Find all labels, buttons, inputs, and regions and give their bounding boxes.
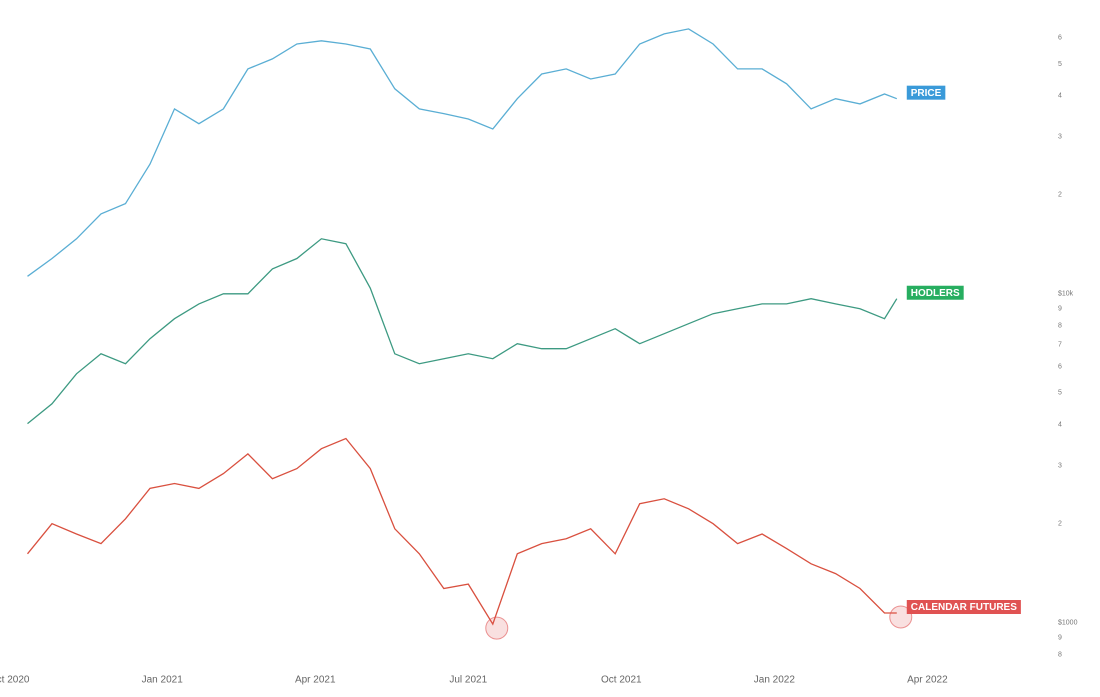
y-tick-label: 6 bbox=[1058, 364, 1062, 371]
x-tick-label: Jan 2021 bbox=[142, 675, 184, 686]
y-tick-label: 3 bbox=[1058, 134, 1062, 141]
series-line bbox=[26, 437, 897, 626]
y-tick-label: 4 bbox=[1058, 422, 1062, 429]
x-tick-label: Apr 2022 bbox=[907, 675, 948, 686]
y-tick-label: 2 bbox=[1058, 192, 1062, 199]
legend-label: CALENDAR FUTURES bbox=[911, 602, 1017, 613]
y-tick-label: 8 bbox=[1058, 651, 1062, 658]
y-tick-label: 8 bbox=[1058, 323, 1062, 330]
legend-box bbox=[906, 600, 1021, 615]
y-tick-label: 3 bbox=[1058, 463, 1062, 470]
y-tick-label: 7 bbox=[1058, 342, 1062, 349]
series-line bbox=[27, 28, 898, 277]
y-tick-label: $1000 bbox=[1058, 620, 1078, 627]
x-tick-label: Jan 2022 bbox=[754, 675, 796, 686]
y-tick-label: 5 bbox=[1058, 61, 1062, 68]
legend-box bbox=[906, 285, 964, 300]
y-tick-label: 9 bbox=[1058, 635, 1062, 642]
y-tick-label: 2 bbox=[1058, 521, 1062, 528]
legend-label: PRICE bbox=[911, 88, 942, 99]
x-tick-label: Jul 2021 bbox=[449, 675, 487, 686]
x-tick-label: Apr 2021 bbox=[295, 675, 336, 686]
y-tick-label: $10k bbox=[1058, 291, 1074, 298]
highlight-circle bbox=[889, 605, 913, 629]
legend-label: HODLERS bbox=[911, 288, 960, 299]
x-tick-label: Oct 2020 bbox=[0, 675, 30, 686]
series-line bbox=[27, 238, 898, 425]
highlight-circle bbox=[485, 616, 509, 640]
y-tick-label: 6 bbox=[1058, 35, 1062, 42]
y-tick-label: 9 bbox=[1058, 306, 1062, 313]
x-tick-label: Oct 2021 bbox=[601, 675, 642, 686]
y-tick-label: 4 bbox=[1058, 93, 1062, 100]
y-tick-label: 5 bbox=[1058, 390, 1062, 397]
legend-box bbox=[906, 85, 946, 100]
